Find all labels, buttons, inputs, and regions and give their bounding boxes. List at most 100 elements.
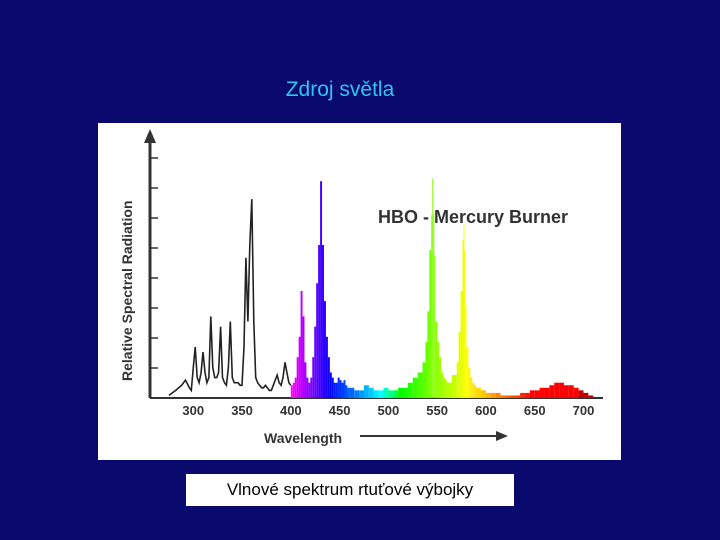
spectrum-bar (417, 372, 423, 398)
spectrum-bar (349, 387, 355, 398)
spectrum-bar (583, 392, 589, 398)
spectrum-bar (515, 395, 521, 398)
spectrum-bar (495, 392, 501, 398)
spectrum-bar (308, 382, 311, 398)
spectrum-bar (429, 250, 432, 398)
spectrum-bar (539, 387, 545, 398)
spectrum-bar (314, 326, 317, 398)
spectrum-bar (524, 392, 530, 398)
spectrum-bar (474, 385, 477, 398)
spectrum-bar (290, 385, 293, 398)
spectrum-bar (500, 395, 506, 398)
chart-axes: 300 350 400 450 500 550 600 650 700 (144, 129, 603, 441)
x-tick-label: 650 (524, 403, 546, 418)
spectrum-bar (339, 380, 342, 398)
slide-title: Zdroj světla (0, 78, 680, 102)
spectrum-bar (476, 387, 482, 398)
caption-text: Vlnové spektrum rtuťové výbojky (226, 480, 474, 499)
spectrum-bar (460, 290, 463, 398)
y-axis-arrow (144, 129, 156, 143)
spectrum-bar (554, 382, 560, 398)
spectrum-bar (298, 336, 301, 398)
spectrum-bar (425, 341, 428, 398)
spectrum-bar (403, 387, 408, 398)
spectrum-bar (323, 301, 326, 398)
spectrum-bar (578, 390, 584, 398)
spectrum-bar (407, 382, 413, 398)
chart-marks (168, 178, 594, 398)
spectrum-bar (393, 390, 399, 398)
x-tick-label: 600 (475, 403, 497, 418)
spectrum-bar (316, 283, 319, 398)
spectrum-bar (294, 377, 297, 398)
spectrum-bar (465, 306, 467, 398)
spectrum-bar (563, 385, 569, 398)
spectrum-bar (534, 390, 540, 398)
spectrum-bar (320, 181, 323, 398)
spectrum-bar (444, 380, 447, 398)
spectrum-bar (458, 331, 461, 398)
spectrum-bar (490, 392, 496, 398)
uv-spectrum-line (168, 199, 292, 397)
spectrum-bar (446, 382, 452, 398)
y-axis-label: Relative Spectral Radiation (119, 200, 135, 381)
spectrum-bar (359, 390, 364, 398)
x-tick-label: 400 (280, 403, 302, 418)
spectrum-bar (462, 239, 464, 398)
spectrum-bar (327, 357, 330, 398)
spectrum-bar (437, 341, 440, 398)
x-tick-label: 350 (231, 403, 253, 418)
spectrum-bar (485, 392, 491, 398)
spectrum-bar (337, 377, 340, 398)
spectrum-bar (463, 224, 465, 398)
spectrum-bar (422, 362, 426, 398)
spectrum-bar (510, 395, 516, 398)
spectrum-bar (312, 357, 315, 398)
spectrum-bar (472, 382, 475, 398)
spectrum-bar (306, 377, 309, 398)
spectrum-bar (431, 214, 433, 398)
spectrum-bar (588, 395, 594, 398)
spectrum-bar (310, 377, 313, 398)
x-tick-label: 550 (426, 403, 448, 418)
slide-title-text: Zdroj světla (285, 78, 395, 101)
spectrum-bar (456, 362, 459, 398)
spectrum-bar (363, 385, 369, 398)
spectrum-bar (433, 214, 435, 398)
spectrum-bar (441, 372, 444, 398)
spectrum-bar (373, 390, 379, 398)
spectrum-bar (451, 375, 457, 398)
spectrum-bar (331, 377, 334, 398)
spectrum-bar (505, 395, 511, 398)
spectrum-bar (318, 245, 321, 398)
spectrum-bar (549, 385, 555, 398)
x-axis-label: Wavelength (264, 430, 342, 446)
spectrum-bar (300, 290, 303, 398)
spectrum-bar (296, 357, 299, 398)
spectrum-bar (335, 382, 338, 398)
caption: Vlnové spektrum rtuťové výbojky (186, 474, 514, 506)
spectrum-bar (378, 390, 384, 398)
spectrum-bar (568, 385, 574, 398)
spectrum-bar (333, 382, 336, 398)
spectrum-bar (520, 392, 525, 398)
spectrum-bar (481, 390, 486, 398)
x-tick-label: 500 (378, 403, 400, 418)
spectrum-bar (345, 385, 348, 398)
spectrum-bar (468, 367, 471, 398)
spectrum-bar (439, 357, 442, 398)
spectrum-bar (304, 362, 307, 398)
x-tick-label: 300 (182, 403, 204, 418)
chart-title: HBO - Mercury Burner (378, 207, 568, 227)
spectrum-bar (398, 387, 404, 398)
spectrum-bar (325, 336, 328, 398)
spectrum-bar (559, 382, 564, 398)
spectrum-bar (383, 387, 389, 398)
spectrum-bar (544, 387, 550, 398)
spectrum-chart: 300 350 400 450 500 550 600 650 700 HBO - Mercur… (98, 123, 621, 460)
spectrum-chart-svg: 300 350 400 450 500 550 600 650 700 HBO - Mercur… (119, 129, 603, 446)
spectrum-bar (412, 377, 418, 398)
x-tick-label: 700 (573, 403, 595, 418)
spectrum-bar (427, 311, 430, 398)
spectrum-bar (302, 316, 305, 398)
